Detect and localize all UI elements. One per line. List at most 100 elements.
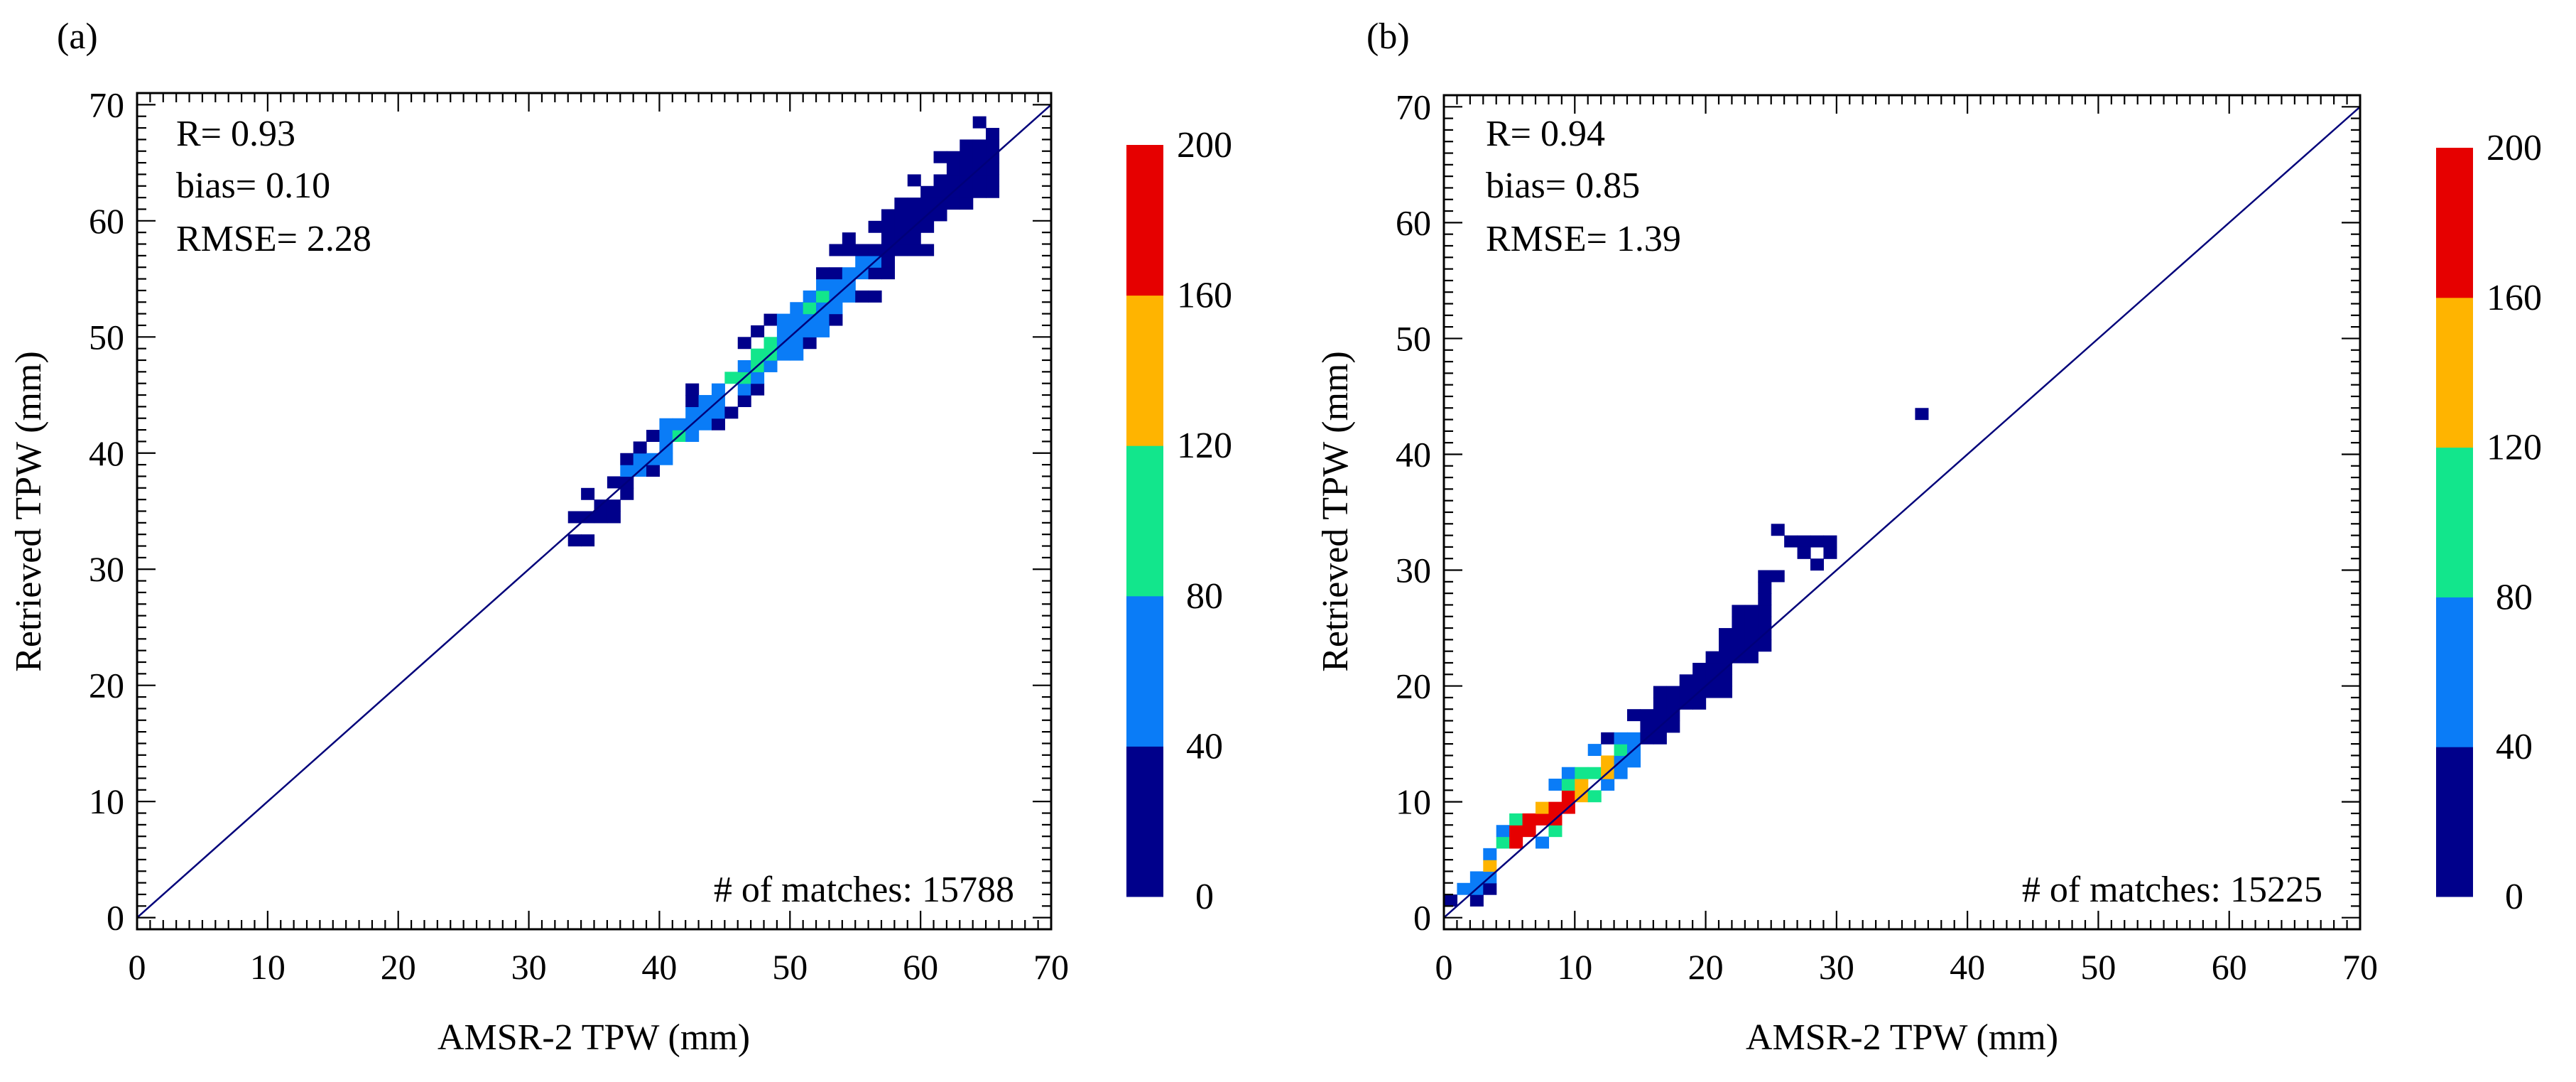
panel-b-bin-5 bbox=[1483, 882, 1497, 895]
panel-b-bin-53 bbox=[1666, 720, 1680, 733]
panel-a-bin-116 bbox=[933, 209, 947, 222]
panel-a-bin-138 bbox=[986, 185, 1000, 198]
panel-a-x-tick-label: 30 bbox=[511, 947, 547, 987]
panel-b-r-stat: R= 0.94 bbox=[1486, 114, 1605, 154]
panel-b-bin-2 bbox=[1469, 894, 1484, 907]
panel-a-bin-108 bbox=[907, 209, 921, 222]
panel-a-bin-1 bbox=[567, 511, 582, 524]
panel-b-x-axis-title: AMSR-2 TPW (mm) bbox=[1746, 1017, 2058, 1058]
panel-b-x-tick-label: 0 bbox=[1435, 947, 1453, 987]
panel-a: (a) 0 10 20 30 40 50 60 70 0 10 20 30 40 50 60 70 R= 0… bbox=[9, 16, 1232, 1058]
panel-a-y-tick-label: 60 bbox=[89, 201, 124, 241]
panel-a-bin-31 bbox=[698, 418, 712, 431]
panel-a-bin-80 bbox=[842, 290, 856, 303]
panel-a-bin-83 bbox=[842, 244, 856, 256]
panel-a-bin-98 bbox=[881, 220, 895, 233]
panel-b-bin-97 bbox=[1823, 546, 1837, 559]
panel-b-bias-stat: bias= 0.85 bbox=[1486, 166, 1640, 206]
panel-a-bin-131 bbox=[960, 139, 974, 152]
panel-a-bin-75 bbox=[829, 302, 843, 315]
panel-b-bin-43 bbox=[1627, 732, 1641, 745]
panel-a-bin-61 bbox=[790, 313, 804, 326]
panel-b-bin-60 bbox=[1692, 697, 1707, 710]
panel-a-bias-stat: bias= 0.10 bbox=[176, 166, 330, 206]
panel-b-bin-87 bbox=[1758, 605, 1772, 617]
panel-b-bin-30 bbox=[1587, 790, 1602, 803]
panel-a-x-tick-label: 10 bbox=[250, 947, 286, 987]
panel-a-bin-133 bbox=[972, 174, 987, 187]
panel-a-bin-109 bbox=[907, 198, 921, 210]
panel-a-colorbar-label: 40 bbox=[1186, 726, 1223, 767]
panel-a-bin-8 bbox=[607, 499, 621, 512]
panel-a-bin-125 bbox=[946, 151, 960, 163]
panel-b-y-tick-labels: 0 10 20 30 40 50 60 70 bbox=[1396, 87, 1431, 937]
panel-a-x-tick-label: 60 bbox=[903, 947, 938, 987]
panel-a-bin-104 bbox=[894, 198, 908, 210]
panel-a-bin-100 bbox=[894, 244, 908, 256]
panel-b-bin-67 bbox=[1705, 651, 1719, 664]
panel-b-bin-41 bbox=[1627, 755, 1641, 768]
panel-b-bin-39 bbox=[1614, 744, 1628, 757]
panel-a-bin-49 bbox=[751, 325, 765, 337]
panel-a-bin-126 bbox=[960, 198, 974, 210]
panel-a-bin-45 bbox=[751, 383, 765, 396]
panel-a-label: (a) bbox=[57, 16, 98, 57]
panel-a-bin-28 bbox=[685, 406, 700, 419]
panel-a-bin-105 bbox=[907, 244, 921, 256]
panel-a-bin-9 bbox=[607, 476, 621, 489]
panel-a-bin-121 bbox=[946, 198, 960, 210]
panel-a-bin-66 bbox=[803, 302, 817, 315]
panel-b-y-tick-label: 30 bbox=[1396, 551, 1431, 590]
panel-b-bin-4 bbox=[1469, 871, 1484, 884]
panel-b-bin-82 bbox=[1744, 616, 1759, 629]
panel-a-colorbar-label: 120 bbox=[1177, 426, 1232, 466]
panel-a-bin-64 bbox=[803, 325, 817, 337]
panel-b-colorbar bbox=[2436, 148, 2473, 897]
panel-b-y-axis-title: Retrieved TPW (mm) bbox=[1315, 351, 1356, 672]
panel-b-bin-1 bbox=[1457, 882, 1471, 895]
panel-b-bin-89 bbox=[1758, 581, 1772, 594]
panel-a-bin-88 bbox=[855, 244, 869, 256]
panel-b-bin-22 bbox=[1548, 779, 1563, 791]
panel-b-bin-75 bbox=[1732, 639, 1746, 652]
panel-b-colorbar-segment bbox=[2436, 447, 2473, 597]
panel-b-bin-33 bbox=[1601, 779, 1615, 791]
panel-a-bin-140 bbox=[986, 163, 1000, 175]
panel-a-y-tick-label: 0 bbox=[107, 898, 124, 938]
panel-b-bin-84 bbox=[1758, 639, 1772, 652]
panel-a-bin-139 bbox=[986, 174, 1000, 187]
panel-a-bin-93 bbox=[868, 220, 882, 233]
panel-a-x-tick-label: 0 bbox=[129, 947, 146, 987]
panel-b-x-tick-label: 10 bbox=[1557, 947, 1592, 987]
panel-b-bin-29 bbox=[1575, 767, 1589, 779]
panel-b-bin-17 bbox=[1536, 813, 1550, 826]
panel-a-x-axis-title: AMSR-2 TPW (mm) bbox=[438, 1017, 750, 1058]
panel-b-bin-35 bbox=[1601, 755, 1615, 768]
panel-b-bin-100 bbox=[1915, 408, 1929, 421]
panel-b-bin-47 bbox=[1640, 709, 1654, 722]
panel-b-bin-28 bbox=[1575, 779, 1589, 791]
panel-a-y-tick-label: 10 bbox=[89, 781, 124, 821]
panel-a-bin-143 bbox=[986, 128, 1000, 140]
panel-b-bin-90 bbox=[1771, 524, 1785, 536]
panel-a-bin-106 bbox=[907, 232, 921, 245]
panel-b-bin-13 bbox=[1509, 813, 1523, 826]
panel-a-bin-12 bbox=[620, 465, 634, 477]
panel-a-bin-67 bbox=[803, 290, 817, 303]
panel-b-bin-12 bbox=[1509, 825, 1523, 838]
panel-a-colorbar-segment bbox=[1126, 295, 1163, 446]
panel-b-bin-56 bbox=[1666, 686, 1680, 698]
panel-a-colorbar-segment bbox=[1126, 445, 1163, 597]
panel-a-bin-89 bbox=[868, 290, 882, 303]
panel-b-bin-98 bbox=[1758, 570, 1772, 583]
panel-b-y-tick-label: 70 bbox=[1396, 87, 1431, 126]
panel-b-bin-63 bbox=[1692, 662, 1707, 675]
panel-a-bin-69 bbox=[816, 313, 830, 326]
panel-a-bin-79 bbox=[829, 244, 843, 256]
panel-a-bin-50 bbox=[763, 359, 778, 372]
panel-a-bin-142 bbox=[986, 139, 1000, 152]
panel-a-y-tick-label: 50 bbox=[89, 317, 124, 357]
panel-b-bin-36 bbox=[1601, 732, 1615, 745]
panel-a-bin-84 bbox=[842, 232, 856, 245]
